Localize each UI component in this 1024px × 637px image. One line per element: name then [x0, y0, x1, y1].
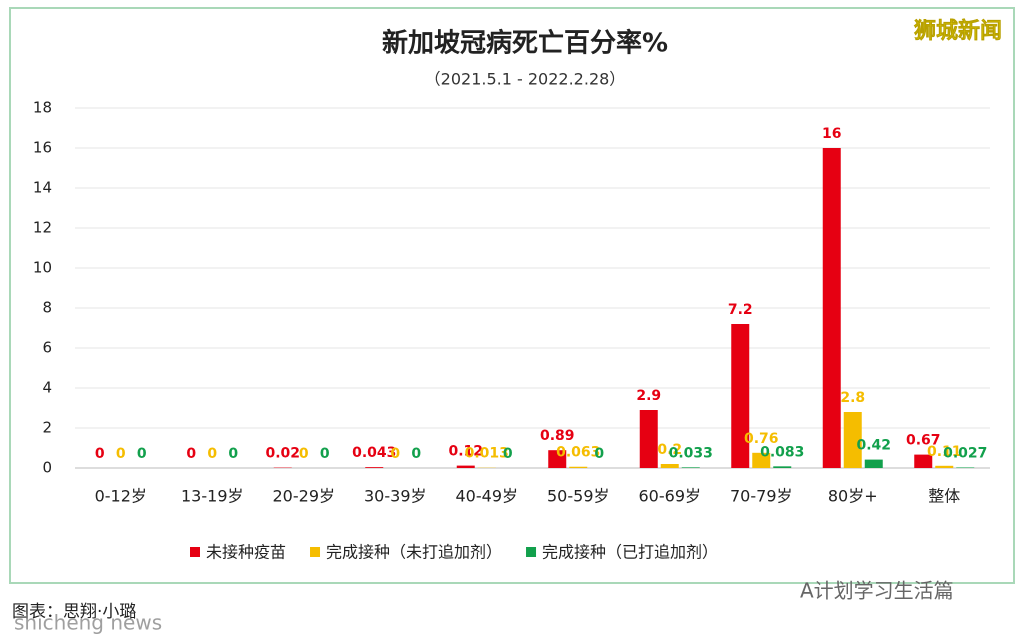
- bar: [956, 467, 975, 468]
- footer-credit: 图表：思翔·小璐: [12, 602, 136, 622]
- footer-account: A计划学习生活篇: [800, 579, 954, 603]
- value-label: 0.11: [927, 444, 962, 460]
- value-label: 0.12: [448, 444, 483, 460]
- y-tick-label: 10: [33, 259, 52, 277]
- value-label: 0.063: [556, 445, 600, 461]
- value-label: 0: [299, 446, 309, 462]
- value-label: 0: [503, 446, 513, 462]
- legend-swatch: [190, 547, 200, 557]
- chart-subtitle: （2021.5.1 - 2022.2.28）: [425, 70, 626, 89]
- value-label: 0.043: [352, 445, 396, 461]
- bar: [773, 466, 792, 468]
- y-tick-label: 14: [33, 179, 52, 197]
- value-label: 7.2: [728, 302, 753, 318]
- value-label: 0: [390, 446, 400, 462]
- bar: [731, 324, 750, 468]
- bar: [914, 454, 933, 468]
- y-tick-label: 16: [33, 139, 52, 157]
- legend-swatch: [526, 547, 537, 557]
- x-tick-label: 整体: [928, 487, 960, 506]
- value-label: 0.027: [943, 445, 987, 461]
- chart-frame: [9, 7, 1015, 584]
- bar: [660, 464, 679, 468]
- value-label: 0.083: [760, 444, 804, 460]
- y-tick-label: 4: [42, 379, 52, 397]
- bar: [548, 450, 567, 468]
- value-label: 0: [95, 446, 105, 462]
- x-tick-label: 80岁+: [828, 487, 878, 506]
- value-label: 0: [228, 446, 238, 462]
- bar: [681, 467, 700, 468]
- bar: [752, 452, 771, 468]
- bar: [864, 459, 883, 468]
- watermark: 狮城新闻: [914, 18, 1002, 44]
- y-tick-label: 12: [33, 219, 52, 237]
- value-label: 0: [594, 446, 604, 462]
- value-label: 0.013: [465, 446, 509, 462]
- x-tick-label: 13-19岁: [181, 487, 244, 506]
- y-tick-label: 6: [42, 339, 52, 357]
- legend-label: 完成接种（未打追加剂）: [326, 543, 502, 562]
- x-tick-label: 70-79岁: [730, 487, 793, 506]
- value-label: 0.76: [744, 431, 779, 447]
- x-tick-label: 40-49岁: [456, 487, 519, 506]
- value-label: 0.02: [265, 446, 300, 462]
- bar: [456, 465, 475, 468]
- bar: [822, 148, 841, 468]
- y-tick-label: 0: [42, 459, 52, 477]
- value-label: 0.42: [856, 438, 891, 454]
- legend-label: 完成接种（已打追加剂）: [542, 543, 718, 562]
- bar: [365, 467, 384, 468]
- value-label: 0.67: [906, 433, 941, 449]
- x-tick-label: 60-69岁: [639, 487, 702, 506]
- x-tick-label: 50-59岁: [547, 487, 610, 506]
- footer-watermark: shicheng news: [14, 611, 162, 635]
- x-tick-label: 30-39岁: [364, 487, 427, 506]
- x-tick-label: 0-12岁: [95, 487, 147, 506]
- y-tick-label: 18: [33, 99, 52, 117]
- bar: [639, 410, 658, 468]
- y-tick-label: 2: [42, 419, 52, 437]
- value-label: 0: [116, 446, 126, 462]
- value-label: 2.9: [636, 388, 661, 404]
- value-label: 16: [822, 126, 841, 142]
- value-label: 0: [207, 446, 217, 462]
- value-label: 0.2: [657, 442, 682, 458]
- legend-swatch: [310, 547, 321, 557]
- value-label: 0: [320, 446, 330, 462]
- value-label: 0: [137, 446, 147, 462]
- value-label: 0.89: [540, 428, 575, 444]
- x-tick-label: 20-29岁: [273, 487, 336, 506]
- bar: [935, 465, 954, 468]
- value-label: 2.8: [840, 390, 865, 406]
- bar: [569, 466, 588, 468]
- value-label: 0: [186, 446, 196, 462]
- value-label: 0.033: [669, 445, 713, 461]
- y-tick-label: 8: [42, 299, 52, 317]
- bar: [843, 412, 862, 468]
- chart-title: 新加坡冠病死亡百分率%: [382, 28, 668, 59]
- value-label: 0: [411, 446, 421, 462]
- legend-label: 未接种疫苗: [206, 543, 286, 562]
